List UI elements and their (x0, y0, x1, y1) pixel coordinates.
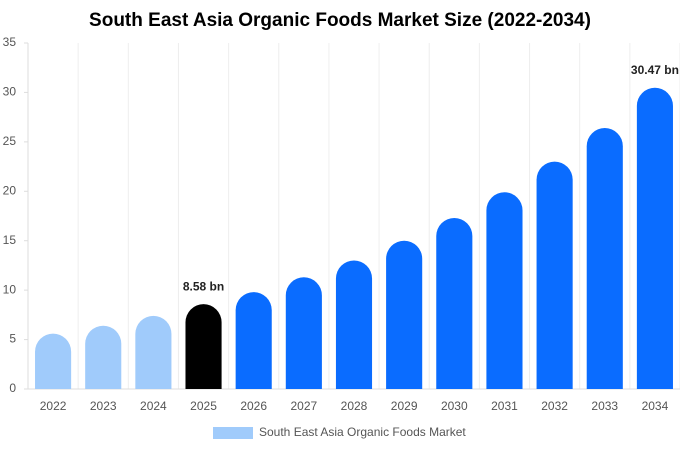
x-tick-label: 2026 (240, 399, 267, 413)
bar (536, 161, 573, 389)
y-tick-label: 30 (3, 85, 17, 99)
x-tick-label: 2024 (140, 399, 167, 413)
value-label: 8.58 bn (183, 279, 224, 293)
x-tick-label: 2034 (642, 399, 669, 413)
bar (486, 192, 523, 389)
bar (185, 304, 222, 389)
y-tick-label: 0 (9, 381, 16, 395)
bar (235, 292, 272, 389)
y-tick-label: 10 (3, 282, 17, 296)
x-tick-label: 2031 (491, 399, 518, 413)
chart-title: South East Asia Organic Foods Market Siz… (89, 10, 591, 31)
bar (586, 128, 623, 389)
legend-label: South East Asia Organic Foods Market (259, 425, 466, 439)
bar (85, 325, 122, 389)
x-tick-label: 2023 (90, 399, 117, 413)
bar (436, 218, 473, 389)
bar (335, 260, 373, 389)
x-tick-label: 2030 (441, 399, 468, 413)
value-label: 30.47 bn (631, 63, 679, 77)
x-tick-label: 2033 (591, 399, 618, 413)
x-tick-label: 2028 (341, 399, 368, 413)
bar (135, 315, 172, 389)
x-tick-label: 2032 (541, 399, 568, 413)
bar (386, 240, 423, 389)
bar (35, 333, 72, 389)
legend-swatch (213, 427, 253, 439)
y-tick-label: 15 (3, 233, 17, 247)
y-tick-label: 5 (9, 332, 16, 346)
y-tick-label: 35 (3, 35, 17, 49)
bar (285, 277, 322, 389)
bar (636, 87, 673, 389)
x-tick-label: 2027 (290, 399, 317, 413)
y-tick-label: 25 (3, 134, 17, 148)
x-tick-label: 2029 (391, 399, 418, 413)
x-tick-label: 2025 (190, 399, 217, 413)
y-tick-label: 20 (3, 183, 17, 197)
x-tick-label: 2022 (40, 399, 67, 413)
